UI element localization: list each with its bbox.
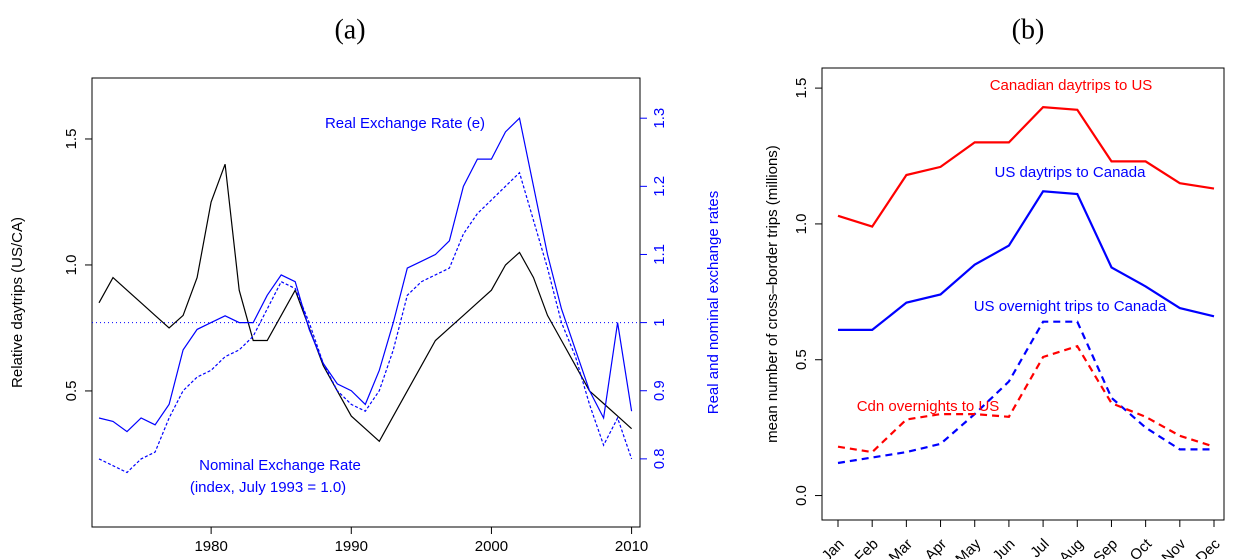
annotation: (index, July 1993 = 1.0) <box>190 479 346 496</box>
series-label: Canadian daytrips to US <box>990 77 1153 94</box>
y2-tick-label: 0.9 <box>651 380 668 401</box>
y-tick-label: 1.0 <box>63 255 80 276</box>
series-line <box>838 190 1215 331</box>
x-tick-label: Nov <box>1159 535 1190 559</box>
y-tick-label: 0.0 <box>793 485 810 506</box>
y-axis-label: Relative daytrips (US/CA) <box>9 217 26 388</box>
series-line <box>98 163 633 443</box>
x-tick-label: Oct <box>1127 535 1156 559</box>
x-tick-label: Jul <box>1027 536 1053 559</box>
x-tick-label: Dec <box>1193 535 1224 559</box>
x-tick-label: Sep <box>1090 536 1121 559</box>
y2-tick-label: 1.2 <box>651 176 668 197</box>
y-tick-label: 0.5 <box>63 381 80 402</box>
plot-frame <box>91 77 641 528</box>
y-tick-label: 1.0 <box>793 213 810 234</box>
y2-tick-label: 1.1 <box>651 244 668 265</box>
x-tick-label: Jan <box>819 536 848 559</box>
panel-label: (a) <box>334 14 365 45</box>
panel-label: (b) <box>1012 14 1045 45</box>
series-label: Cdn overnights to US <box>857 398 1000 415</box>
y2-axis-label: Real and nominal exchange rates <box>705 191 722 414</box>
x-tick-label: Apr <box>922 536 951 559</box>
series-line <box>98 171 633 474</box>
series-label: Nominal Exchange Rate <box>199 457 361 474</box>
series-label: Real Exchange Rate (e) <box>325 115 485 132</box>
plot-frame <box>821 67 1225 521</box>
x-tick-label: Feb <box>852 536 882 559</box>
x-tick-label: Mar <box>886 536 916 559</box>
series-line <box>98 117 633 433</box>
series-line <box>837 320 1214 465</box>
x-tick-label: Aug <box>1056 536 1087 559</box>
y2-tick-label: 1.3 <box>651 108 668 129</box>
y-tick-label: 0.5 <box>793 349 810 370</box>
series-line <box>837 105 1215 228</box>
x-tick-label: 2010 <box>615 538 648 555</box>
x-tick-label: Jun <box>989 536 1018 559</box>
y-axis-label: mean number of cross–border trips (milli… <box>764 145 781 443</box>
x-tick-label: May <box>952 535 984 559</box>
y-tick-label: 1.5 <box>793 78 810 99</box>
x-tick-label: 2000 <box>475 538 508 555</box>
series-label: US overnight trips to Canada <box>974 298 1167 315</box>
y-tick-label: 1.5 <box>63 129 80 150</box>
series-line <box>837 344 1215 454</box>
series-label: US daytrips to Canada <box>995 164 1147 181</box>
y2-tick-label: 1 <box>651 318 668 326</box>
x-tick-label: 1980 <box>194 538 227 555</box>
y2-tick-label: 0.8 <box>651 448 668 469</box>
x-tick-label: 1990 <box>335 538 368 555</box>
